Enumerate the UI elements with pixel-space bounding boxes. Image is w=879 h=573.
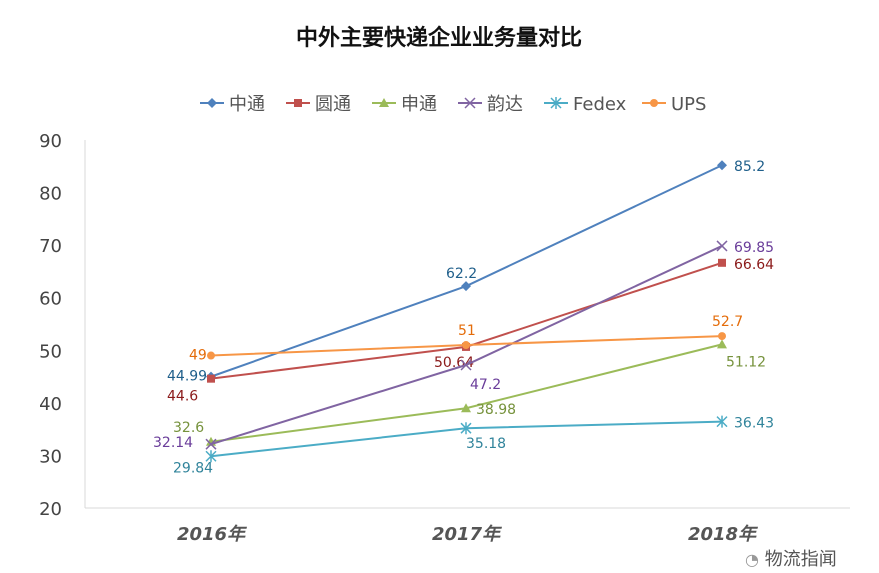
data-point: [207, 351, 215, 360]
x-tick-label: 2016年: [177, 524, 248, 545]
data-point: [460, 359, 472, 371]
x-tick-label: 2018年: [688, 524, 759, 545]
data-point: [716, 240, 728, 252]
y-tick-label: 60: [39, 289, 62, 310]
data-point: [718, 332, 726, 341]
data-label: 29.84: [173, 460, 213, 476]
legend-marker: [379, 98, 389, 107]
data-point: [717, 339, 727, 349]
y-tick-label: 50: [39, 341, 62, 362]
legend-marker: [207, 98, 217, 108]
data-point: [718, 258, 726, 267]
data-point: [461, 281, 471, 292]
legend-label: 中通: [229, 94, 265, 115]
data-point: [461, 403, 471, 413]
data-label: 35.18: [466, 436, 506, 452]
data-point: [716, 415, 728, 428]
data-point: [460, 422, 472, 435]
watermark: ◔ 物流指闻: [745, 549, 837, 570]
wechat-icon: ◔: [745, 550, 759, 569]
legend-label: Fedex: [573, 94, 627, 115]
data-label: 32.14: [153, 435, 193, 451]
data-label: 52.7: [712, 314, 743, 330]
x-tick-label: 2017年: [432, 524, 503, 545]
data-label: 51.12: [726, 354, 766, 370]
data-label: 44.99: [167, 369, 207, 385]
legend-marker: [294, 99, 302, 107]
legend-marker: [550, 97, 562, 109]
data-label: 85.2: [734, 159, 765, 175]
y-tick-label: 20: [39, 499, 62, 520]
legend-marker: [464, 97, 476, 109]
data-label: 69.85: [734, 240, 774, 256]
data-label: 66.64: [734, 257, 774, 273]
y-tick-label: 30: [39, 446, 62, 467]
legend-marker: [650, 99, 658, 107]
legend-label: UPS: [671, 94, 706, 115]
data-label: 36.43: [734, 416, 774, 432]
legend-label: 圆通: [315, 94, 351, 115]
legend-label: 申通: [401, 94, 437, 115]
data-point: [205, 438, 217, 450]
data-label: 47.2: [470, 377, 501, 393]
chart-title: 中外主要快递企业业务量对比: [296, 25, 582, 51]
data-label: 49: [189, 348, 207, 364]
y-tick-label: 80: [39, 184, 62, 205]
legend-label: 韵达: [487, 94, 523, 115]
y-tick-label: 40: [39, 394, 62, 415]
y-tick-label: 70: [39, 236, 62, 257]
data-label: 44.6: [167, 389, 198, 405]
y-tick-label: 90: [39, 131, 62, 152]
data-point: [205, 450, 217, 463]
data-label: 62.2: [446, 266, 477, 282]
data-point: [462, 341, 470, 350]
data-label: 32.6: [173, 420, 204, 436]
data-label: 51: [458, 323, 476, 339]
data-point: [717, 160, 727, 171]
data-label: 38.98: [476, 402, 516, 418]
data-point: [207, 374, 215, 383]
